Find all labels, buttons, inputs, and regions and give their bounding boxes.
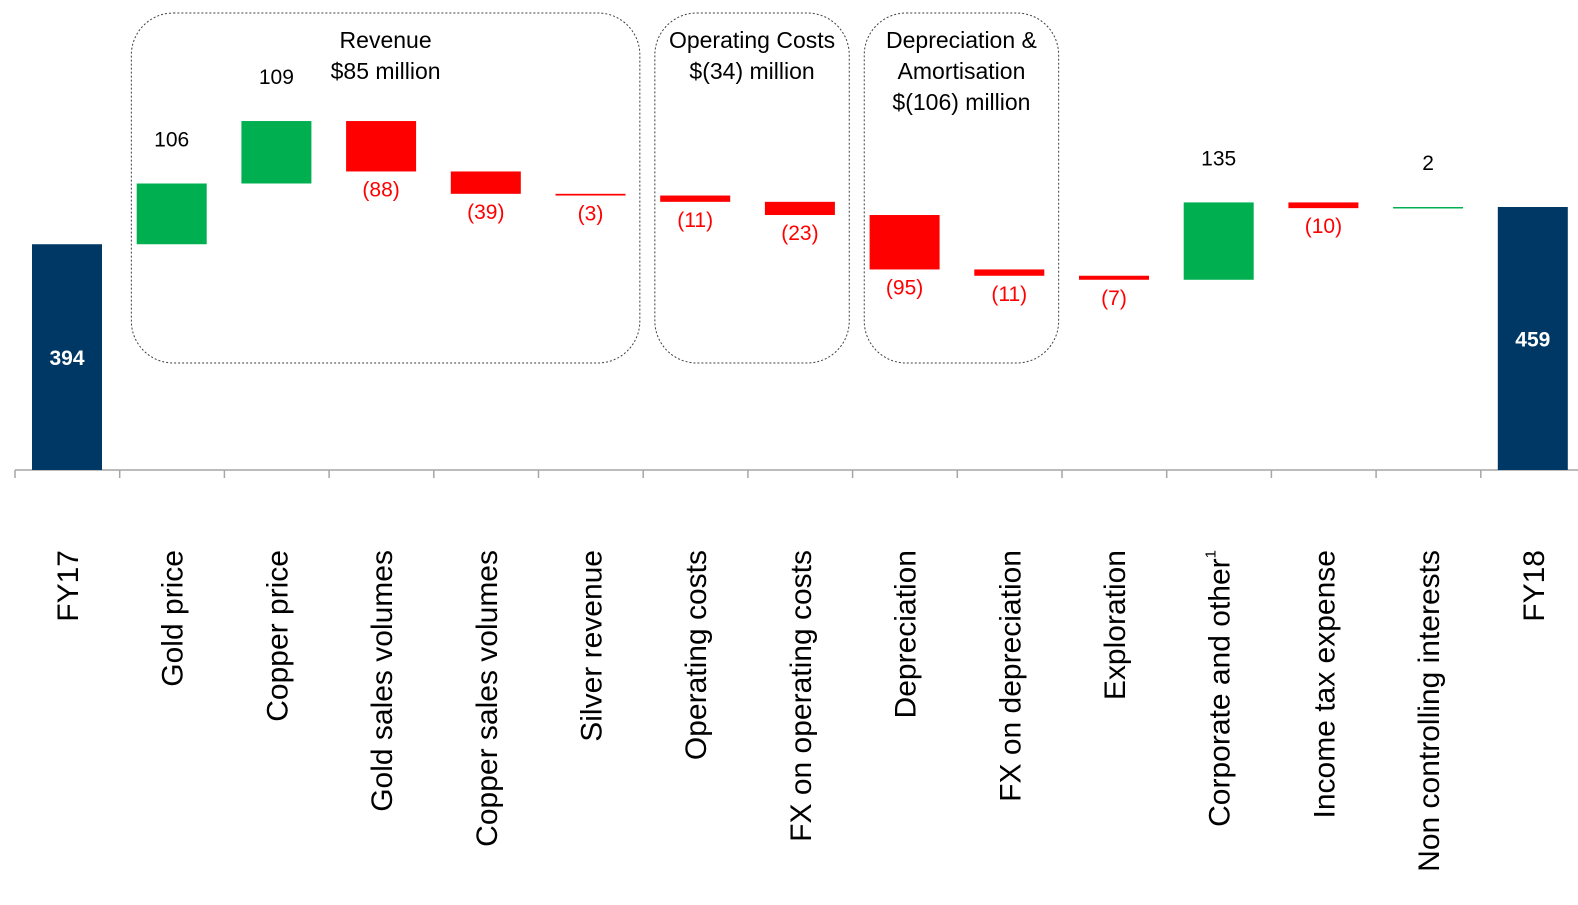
category-label: FY18 xyxy=(1518,550,1551,622)
bar-decrease xyxy=(660,195,731,202)
group-boxes: Revenue $85 million Operating Costs $(34) m… xyxy=(130,12,1060,364)
value-label: 109 xyxy=(259,66,294,89)
category-label: Copper price xyxy=(261,550,294,722)
bar-total xyxy=(1497,206,1568,471)
category-label: Gold price xyxy=(157,550,190,687)
value-label: 2 xyxy=(1422,152,1434,175)
bar-decrease xyxy=(346,121,417,172)
category-label: Depreciation xyxy=(890,550,923,718)
bar-decrease xyxy=(1079,275,1149,280)
category-label: Non controlling interests xyxy=(1413,550,1446,872)
category-label: FX on operating costs xyxy=(785,550,818,842)
category-label: Exploration xyxy=(1099,550,1132,700)
value-label: (11) xyxy=(677,209,713,232)
category-labels: FY17 Gold price Copper price Gold sales vol… xyxy=(52,550,1551,872)
value-label: 135 xyxy=(1201,147,1236,170)
group-label: Revenue xyxy=(340,27,432,53)
group-label: Amortisation xyxy=(898,58,1026,84)
bar-decrease xyxy=(450,171,521,194)
value-label: (95) xyxy=(886,276,923,299)
bar-decrease xyxy=(764,201,835,216)
group-label: Depreciation & xyxy=(886,27,1037,53)
category-label: Corporate and other1 xyxy=(1203,550,1237,827)
value-label: 394 xyxy=(49,347,84,370)
group-box xyxy=(654,12,850,364)
group-box xyxy=(130,12,641,364)
group-box xyxy=(863,12,1060,364)
bars xyxy=(32,121,1568,471)
bar-increase xyxy=(1183,202,1254,280)
value-label: (39) xyxy=(467,201,504,224)
value-label: (7) xyxy=(1101,287,1127,310)
footnote-marker: 1 xyxy=(1203,550,1220,558)
value-label: (23) xyxy=(781,222,818,245)
category-label: Income tax expense xyxy=(1308,550,1341,819)
bar-increase xyxy=(1393,206,1464,209)
value-label: (88) xyxy=(362,178,399,201)
bar-increase xyxy=(136,183,207,245)
group-label: $(106) million xyxy=(892,89,1030,115)
bar-increase xyxy=(241,121,312,184)
value-labels: 394 106 109 (88) (39) (3) (11) (23) (95) (11) (7) 1… xyxy=(49,66,1550,370)
category-label: Copper sales volumes xyxy=(471,550,504,847)
group-label: Operating Costs xyxy=(669,27,835,53)
bar-decrease xyxy=(869,215,940,270)
category-label: FX on depreciation xyxy=(994,550,1027,802)
bar-decrease xyxy=(1288,202,1359,209)
category-label: Gold sales volumes xyxy=(366,550,399,812)
bar-decrease xyxy=(974,269,1045,276)
value-label: (10) xyxy=(1305,215,1342,238)
category-label: Operating costs xyxy=(680,550,713,760)
value-label: 459 xyxy=(1515,328,1550,351)
category-label: FY17 xyxy=(52,550,85,622)
bar-total xyxy=(32,244,102,470)
group-label: $85 million xyxy=(331,58,441,84)
group-label: $(34) million xyxy=(689,58,814,84)
bar-decrease xyxy=(555,193,626,196)
value-label: (11) xyxy=(991,283,1027,306)
category-label: Silver revenue xyxy=(576,550,609,742)
value-label: 106 xyxy=(154,129,189,152)
x-axis xyxy=(14,469,1578,478)
value-label: (3) xyxy=(578,203,604,226)
